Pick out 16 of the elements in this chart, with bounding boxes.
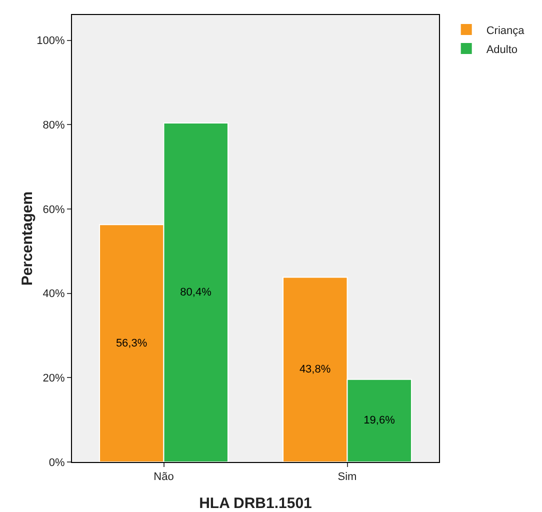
data-label: 19,6% <box>364 414 396 427</box>
y-axis-title: Percentagem <box>19 191 36 286</box>
x-tick-label: Não <box>154 471 174 484</box>
y-tick-label: 80% <box>42 119 66 132</box>
y-tick-label: 20% <box>42 372 66 385</box>
legend-label: Adulto <box>486 44 518 56</box>
x-tick-label: Sim <box>338 471 357 484</box>
legend-label: Criança <box>486 24 526 37</box>
y-tick-label: 40% <box>42 288 66 300</box>
y-tick-label: 60% <box>42 204 66 216</box>
data-label: 43,8% <box>299 364 331 376</box>
y-tick-label: 100% <box>36 35 66 48</box>
x-axis-title: HLA DRB1.1501 <box>199 495 312 512</box>
data-label: 56,3% <box>116 337 148 350</box>
y-tick-label: 0% <box>48 456 66 469</box>
data-label: 80,4% <box>180 286 212 298</box>
